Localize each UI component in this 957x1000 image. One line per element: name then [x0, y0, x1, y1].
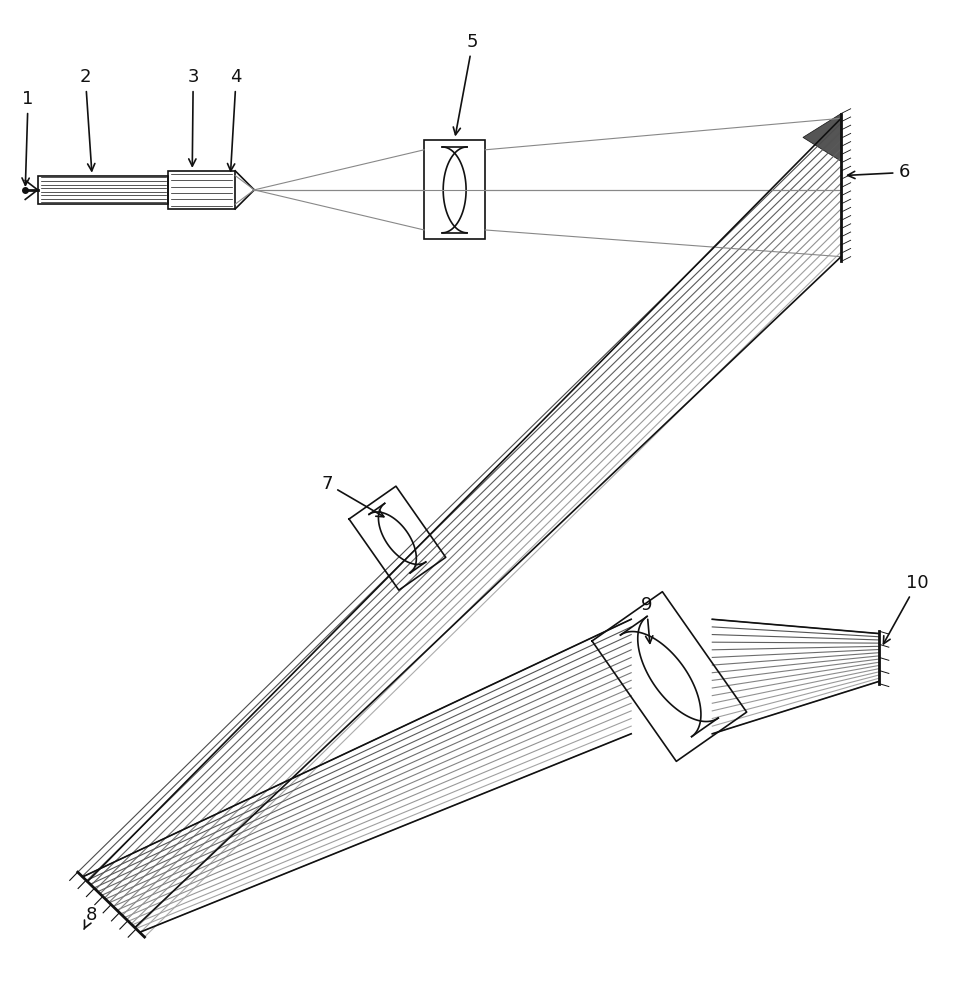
Text: 10: 10 [883, 574, 928, 644]
Text: 3: 3 [188, 68, 199, 166]
Text: 4: 4 [228, 68, 242, 171]
Text: 8: 8 [84, 906, 97, 929]
Polygon shape [803, 114, 841, 161]
Bar [424, 140, 485, 239]
Text: 5: 5 [454, 33, 478, 135]
Text: 1: 1 [22, 90, 33, 185]
Text: 6: 6 [848, 163, 910, 181]
Text: 2: 2 [79, 68, 95, 171]
Text: 7: 7 [321, 475, 384, 517]
Text: 9: 9 [641, 596, 653, 643]
